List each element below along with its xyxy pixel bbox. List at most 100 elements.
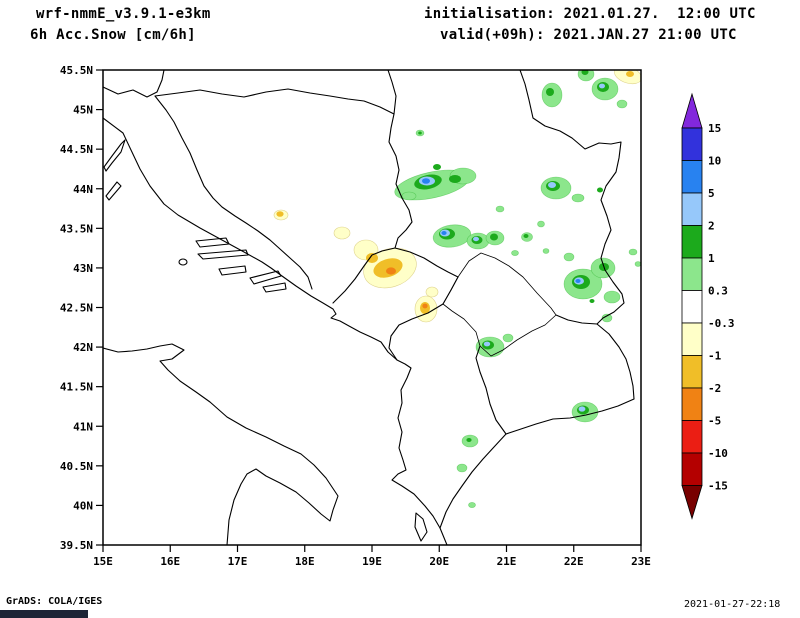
border-albania-greece — [439, 433, 507, 529]
snow-blob — [599, 83, 605, 89]
border-serbia-romania-bulgaria — [519, 70, 625, 325]
colorbar-arrow-bottom — [681, 485, 703, 520]
colorbar-segment — [681, 192, 703, 226]
snow-blob — [603, 290, 621, 304]
x-tick-label: 22E — [564, 555, 584, 568]
colorbar-label: -15 — [708, 480, 728, 493]
snow-blob — [473, 236, 479, 242]
border-macedonia-greece — [505, 398, 635, 435]
melt-blob — [422, 303, 428, 309]
melt-blob — [276, 211, 284, 217]
colorbar-label: 1 — [708, 252, 715, 265]
initialisation-time: initialisation: 2021.01.27. 12:00 UTC — [424, 6, 756, 22]
snow-blob — [634, 261, 641, 267]
colorbar-arrow-top — [681, 92, 703, 129]
colorbar-label: 0.3 — [708, 285, 728, 298]
snow-blob — [563, 252, 575, 262]
colorbar-segment — [681, 160, 703, 194]
y-tick-label: 39.5N — [60, 539, 93, 552]
snow-blob — [578, 406, 586, 412]
y-tick-label: 44N — [73, 183, 93, 196]
model-title: wrf-nmmE_v3.9.1-e3km — [36, 6, 211, 22]
colorbar-segment — [681, 225, 703, 259]
x-tick-label: 16E — [160, 555, 180, 568]
colorbar-segment — [681, 387, 703, 421]
island-mljet — [262, 282, 287, 293]
melt-blob — [333, 226, 351, 240]
peljesac-peninsula — [249, 270, 282, 285]
snow-blob — [537, 220, 545, 228]
island-dugi-otok — [105, 181, 122, 201]
border-macedonia-bulgaria — [596, 323, 635, 400]
island-brac — [195, 237, 230, 248]
colorbar-label: 15 — [708, 122, 721, 135]
border-croatia-serbia — [387, 70, 397, 115]
snow-blob — [511, 250, 519, 256]
grads-credit: GrADS: COLA/IGES — [6, 596, 103, 607]
snow-blob — [546, 88, 554, 96]
border-macedonia-serbia — [555, 314, 598, 325]
island-pag — [103, 139, 126, 172]
snow-blob — [571, 193, 585, 203]
colorbar-segment — [681, 355, 703, 389]
island-hvar — [197, 249, 249, 260]
colorbar-label: -1 — [708, 350, 722, 363]
y-tick-label: 40N — [73, 499, 93, 512]
valid-time: valid(+09h): 2021.JAN.27 21:00 UTC — [440, 27, 737, 43]
x-tick-label: 17E — [228, 555, 248, 568]
border-slovenia-croatia — [103, 70, 165, 98]
geography-layer — [103, 70, 635, 545]
border-kosovo — [442, 252, 557, 357]
colorbar-label: 5 — [708, 187, 715, 200]
plot-timestamp: 2021-01-27-22:18 — [684, 599, 781, 610]
snow-blob — [597, 187, 603, 193]
x-tick-label: 19E — [362, 555, 382, 568]
y-tick-label: 45.5N — [60, 64, 93, 77]
y-tick-label: 43N — [73, 262, 93, 275]
snow-shading-layer — [273, 70, 641, 508]
colorbar-segment — [681, 290, 703, 324]
island-vis — [178, 258, 188, 266]
snow-blob — [628, 248, 638, 256]
island-korcula — [218, 265, 247, 276]
colorbar-segment — [681, 257, 703, 291]
italy-coastline — [103, 343, 339, 545]
colorbar-segment — [681, 452, 703, 486]
y-axis: 45.5N 45N 44.5N 44N 43.5N 43N 42.5N 42N 41.5N 41N… — [60, 64, 103, 552]
colorbar: 15 10 5 2 1 0.3 -0.3 -1 -2 -5 -10 -15 — [681, 92, 735, 520]
y-tick-label: 45N — [73, 104, 93, 117]
colorbar-segment — [681, 322, 703, 356]
snow-blob — [523, 234, 529, 238]
snow-blob — [468, 502, 476, 508]
snow-blob — [456, 463, 468, 473]
melt-blob — [366, 253, 378, 263]
x-tick-label: 15E — [93, 555, 113, 568]
taskbar-fragment — [0, 610, 88, 618]
snow-blob — [575, 279, 581, 283]
x-tick-label: 18E — [295, 555, 315, 568]
border-montenegro-albania — [388, 303, 444, 361]
x-tick-label: 21E — [497, 555, 517, 568]
border-macedonia-albania — [475, 345, 507, 435]
snow-blob — [433, 164, 441, 170]
snow-blob — [581, 70, 589, 75]
snow-blob — [449, 175, 461, 183]
colorbar-segment — [681, 127, 703, 161]
colorbar-label: -5 — [708, 415, 721, 428]
snow-blob — [401, 191, 417, 201]
y-tick-label: 41.5N — [60, 381, 93, 394]
snow-blob — [616, 99, 628, 109]
x-tick-label: 23E — [631, 555, 651, 568]
y-tick-label: 41N — [73, 420, 93, 433]
y-tick-label: 40.5N — [60, 460, 93, 473]
snow-blob — [422, 178, 430, 184]
border-drina-bosnia-serbia — [388, 113, 413, 249]
border-croatia-bosnia-west — [154, 95, 313, 290]
snow-blob — [601, 313, 613, 323]
snow-blob — [466, 438, 472, 442]
colorbar-label: 10 — [708, 155, 721, 168]
y-tick-label: 44.5N — [60, 143, 93, 156]
snow-blob — [502, 333, 514, 343]
colorbar-label: -2 — [708, 382, 721, 395]
